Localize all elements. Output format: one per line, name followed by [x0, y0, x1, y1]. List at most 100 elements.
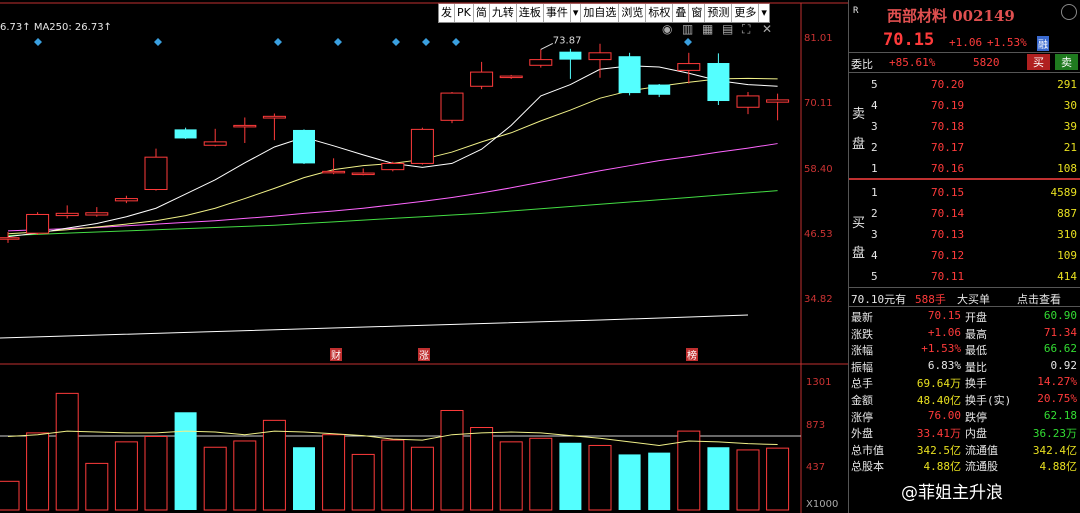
event-flag-label: 财 — [331, 349, 341, 362]
toolbar-item[interactable]: 发 — [439, 4, 455, 22]
stat-value: 71.34 — [1043, 325, 1077, 339]
watermark: @菲姐主升浪 — [901, 483, 1003, 503]
bars-icon[interactable]: ▥ — [682, 22, 694, 36]
stat-value: 36.23万 — [1032, 427, 1077, 441]
volume-bar — [618, 454, 641, 510]
ask-row[interactable]: 4 70.19 30 — [849, 97, 1079, 115]
ob-price: 70.16 — [931, 162, 965, 175]
ask-row[interactable]: 2 70.17 21 — [849, 139, 1079, 157]
volume-bar — [410, 446, 434, 511]
toolbar-item[interactable]: 连板 — [517, 4, 544, 22]
settings-icon[interactable] — [1061, 4, 1077, 20]
calc-icon[interactable]: ▦ — [702, 22, 714, 36]
ob-price: 70.13 — [931, 228, 965, 241]
candle-body — [26, 213, 50, 234]
stat-row: 涨停 76.00 跌停 62.18 — [849, 409, 1079, 424]
candle-body — [0, 237, 20, 240]
ask-row[interactable]: 5 70.20 291 — [849, 76, 1079, 94]
volume-ma-line — [7, 430, 778, 446]
stat-label: 涨幅 — [851, 344, 873, 358]
ob-volume: 4589 — [1050, 186, 1078, 199]
stat-value: 14.27% — [1037, 375, 1077, 389]
toolbar-item[interactable]: 预测 — [705, 4, 733, 22]
bigorder-amount: 588手 — [915, 293, 946, 306]
price-axis-label: 58.40 — [804, 164, 833, 175]
volume-bar — [0, 480, 20, 511]
bid-row[interactable]: 4 70.12 109 — [849, 247, 1079, 265]
toolbar-item[interactable]: 标权 — [646, 4, 674, 22]
stat-label: 换手(实) — [965, 394, 1012, 407]
weibi-label: 委比 — [851, 58, 873, 71]
candle-body — [144, 156, 168, 191]
ask-row[interactable]: 1 70.16 108 — [849, 160, 1079, 178]
kline-chart[interactable]: 73.87 财 涨 榜 — [0, 0, 848, 513]
buy-side-label: 盘 — [852, 246, 866, 261]
toolbar-item[interactable]: 事件 — [544, 4, 571, 22]
candle-body — [174, 129, 197, 139]
ob-volume: 30 — [1063, 99, 1077, 112]
volume-bar — [559, 442, 582, 510]
event-marker-icon — [154, 38, 162, 46]
candle-body — [381, 162, 405, 171]
volume-bar — [440, 409, 464, 511]
candle-body — [707, 63, 730, 102]
ob-level: 5 — [871, 78, 878, 91]
toolbar-item[interactable]: 浏览 — [619, 4, 647, 22]
bid-row[interactable]: 3 70.13 310 — [849, 226, 1079, 244]
price-change-pct: +1.53% — [987, 36, 1027, 49]
toolbar-item[interactable]: 叠 — [673, 4, 690, 22]
candle-body — [588, 52, 612, 61]
candle-body — [262, 115, 286, 119]
ma-indicator-label: 6.73↑ MA250: 26.73↑ — [0, 22, 112, 33]
stat-row: 总股本 4.88亿 流通股 4.88亿 — [849, 458, 1079, 473]
toolbar-item[interactable]: 加自选 — [581, 4, 620, 22]
candle-body — [529, 59, 553, 66]
sell-button[interactable]: 卖 — [1055, 54, 1078, 70]
bigorder-link[interactable]: 点击查看 — [1017, 293, 1061, 306]
expand-icon[interactable]: ⛶ — [742, 22, 751, 36]
stat-label: 开盘 — [965, 311, 987, 324]
ob-level: 4 — [871, 249, 878, 262]
stat-value: 76.00 — [927, 408, 961, 422]
toolbar-item[interactable]: 更多 — [732, 4, 760, 22]
buy-button[interactable]: 买 — [1027, 54, 1050, 70]
close-icon[interactable]: ✕ — [762, 22, 773, 36]
stat-value: 62.18 — [1043, 408, 1077, 422]
volume-bar — [293, 447, 315, 510]
candle-body — [410, 128, 434, 164]
bid-row[interactable]: 5 70.11 414 — [849, 268, 1079, 286]
candle-body — [203, 141, 227, 146]
volume-bar — [677, 430, 701, 511]
volume-bar — [174, 412, 197, 510]
stat-label: 涨跌 — [851, 327, 873, 341]
toolbar-item[interactable]: 简 — [474, 4, 490, 22]
bid-row[interactable]: 2 70.14 887 — [849, 205, 1079, 223]
stat-row: 振幅 6.83% 量比 0.92 — [849, 359, 1079, 374]
ob-level: 2 — [871, 207, 878, 220]
candle-body — [293, 129, 315, 164]
stat-label: 涨停 — [851, 410, 873, 424]
sheet-icon[interactable]: ▤ — [722, 22, 734, 36]
stat-value: 20.75% — [1037, 392, 1077, 405]
ob-price: 70.19 — [931, 99, 965, 112]
bid-row[interactable]: 1 70.15 4589 — [849, 184, 1079, 202]
toolbar-item[interactable]: ▾ — [761, 6, 767, 19]
stat-value: +1.53% — [921, 342, 961, 356]
ask-row[interactable]: 3 70.18 39 — [849, 118, 1079, 136]
ob-price: 70.18 — [931, 120, 965, 133]
toolbar-item[interactable]: 九转 — [490, 4, 517, 22]
event-flag-label: 涨 — [419, 350, 429, 362]
volume-bar — [588, 444, 612, 511]
bigorder-type: 大买单 — [957, 293, 990, 306]
sell-side-label: 盘 — [852, 137, 866, 152]
volume-axis-label: 1301 — [806, 377, 832, 388]
event-flag — [330, 348, 342, 361]
toolbar-item[interactable]: PK — [455, 4, 474, 22]
buy-side-label: 买 — [852, 216, 866, 231]
stat-label: 总手 — [851, 377, 873, 391]
toolbar-item[interactable]: ▾ — [571, 4, 582, 22]
ob-level: 3 — [871, 120, 878, 133]
eye-icon[interactable]: ◉ — [662, 22, 673, 36]
toolbar-item[interactable]: 窗 — [689, 4, 706, 22]
ob-price: 70.15 — [931, 186, 965, 199]
